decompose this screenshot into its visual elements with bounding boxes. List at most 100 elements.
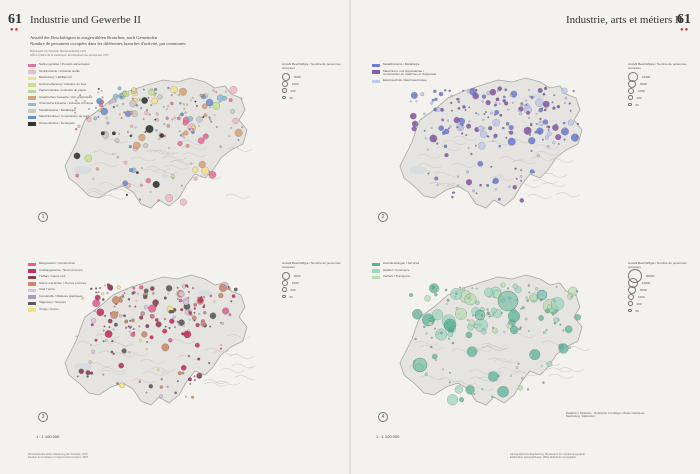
symbol-circle: [112, 93, 119, 100]
symbol-circle: [134, 305, 137, 308]
symbol-circle: [78, 368, 84, 374]
relief-mark: [420, 375, 445, 381]
symbol-circle: [574, 314, 581, 321]
symbol-circle: [520, 102, 524, 105]
symbol-circle: [425, 332, 428, 335]
relief-mark: [131, 156, 156, 162]
size-legend-row: 1000: [282, 279, 346, 286]
symbol-circle: [498, 144, 502, 148]
symbol-circle: [494, 101, 497, 104]
symbol-circle: [231, 294, 236, 298]
symbol-circle: [457, 184, 460, 187]
symbol-circle: [75, 173, 80, 178]
symbol-circle: [145, 347, 148, 350]
symbol-circle: [134, 126, 137, 129]
country-outline: [64, 274, 248, 406]
symbol-circle: [465, 331, 473, 339]
symbol-circle: [552, 297, 555, 301]
symbol-circle: [200, 321, 207, 327]
symbol-circle: [494, 110, 500, 115]
symbol-circle: [139, 183, 143, 187]
symbol-circle: [222, 95, 228, 101]
symbol-circle: [166, 385, 169, 388]
symbol-circle: [75, 128, 78, 131]
symbol-circle: [434, 176, 439, 181]
relief-mark: [109, 342, 134, 347]
symbol-circle: [526, 388, 530, 391]
subtitle-de: Anzahl der Beschäftigten in ausgewählten…: [30, 35, 157, 40]
relief-mark: [98, 350, 124, 356]
symbol-circle: [451, 341, 455, 345]
symbol-circle: [448, 89, 451, 93]
legend-swatch: [28, 96, 36, 100]
symbol-circle: [118, 113, 121, 116]
symbol-circle: [202, 305, 205, 309]
symbol-circle-large: [412, 357, 428, 373]
symbol-circle: [438, 125, 444, 131]
symbol-circle: [515, 366, 519, 369]
symbol-circle: [500, 282, 506, 288]
symbol-circle: [570, 133, 579, 142]
symbol-circle: [538, 315, 544, 321]
footnote-left: Wirtschaftsräumliche Gliederung der Schw…: [28, 453, 89, 460]
lake-shape: [74, 166, 92, 174]
symbol-circle: [443, 128, 450, 135]
symbol-circle: [445, 303, 448, 305]
symbol-circle: [528, 117, 530, 119]
symbol-circle: [559, 323, 562, 326]
relief-mark: [451, 380, 476, 386]
symbol-circle: [465, 385, 475, 395]
symbol-circle: [181, 132, 184, 135]
symbol-circle: [90, 317, 97, 324]
symbol-circle: [432, 353, 438, 360]
relief-mark: [123, 351, 149, 357]
relief-mark: [447, 183, 472, 188]
symbol-circle: [167, 105, 170, 108]
legend-panel-2: Metallindustrie / Métallurgie Maschinen-…: [372, 62, 440, 86]
symbol-circle: [530, 149, 533, 152]
legend-item: Graphisches Gewerbe / Arts graphiques: [28, 95, 96, 100]
symbol-circle: [538, 107, 543, 113]
symbol-circle: [212, 102, 221, 110]
relief-mark: [87, 191, 112, 196]
symbol-circle: [493, 113, 496, 116]
symbol-circle: [462, 89, 464, 92]
symbol-circle: [149, 314, 153, 317]
legend-item: Metallindustrie / Métallurgie: [28, 108, 96, 113]
size-circle: [628, 79, 636, 88]
symbol-circle: [75, 335, 78, 338]
legend-swatch: [372, 79, 380, 84]
symbol-circle: [509, 130, 514, 135]
symbol-circle: [448, 381, 451, 384]
symbol-circle: [492, 326, 495, 329]
legend-swatch: [28, 288, 36, 292]
legend-swatch: [372, 269, 380, 273]
symbol-circle: [219, 145, 222, 148]
symbol-circle: [544, 135, 549, 140]
symbol-circle: [412, 309, 423, 320]
symbol-circle: [529, 353, 534, 358]
symbol-circle: [213, 114, 216, 117]
symbol-circle: [461, 124, 464, 127]
symbol-circle: [187, 290, 190, 293]
symbol-circle: [553, 317, 559, 323]
symbol-circle: [205, 98, 214, 107]
symbol-circle: [209, 312, 217, 320]
size-circle: [282, 271, 290, 280]
symbol-circle: [97, 291, 100, 294]
symbol-circle: [499, 113, 503, 117]
symbol-circle: [420, 92, 425, 97]
symbol-circle: [542, 381, 545, 384]
symbol-circle: [497, 197, 501, 201]
symbol-circle: [183, 130, 189, 136]
symbol-circle: [447, 337, 450, 340]
symbol-circle: [86, 117, 92, 123]
symbol-circle: [519, 198, 524, 203]
symbol-circle: [148, 384, 153, 389]
size-legend-row: 50000: [628, 268, 692, 283]
symbol-circle: [466, 170, 470, 174]
symbol-circle: [163, 296, 167, 300]
symbol-circle: [435, 328, 448, 341]
relief-mark: [196, 174, 221, 180]
size-legend-row: 200: [628, 94, 692, 101]
